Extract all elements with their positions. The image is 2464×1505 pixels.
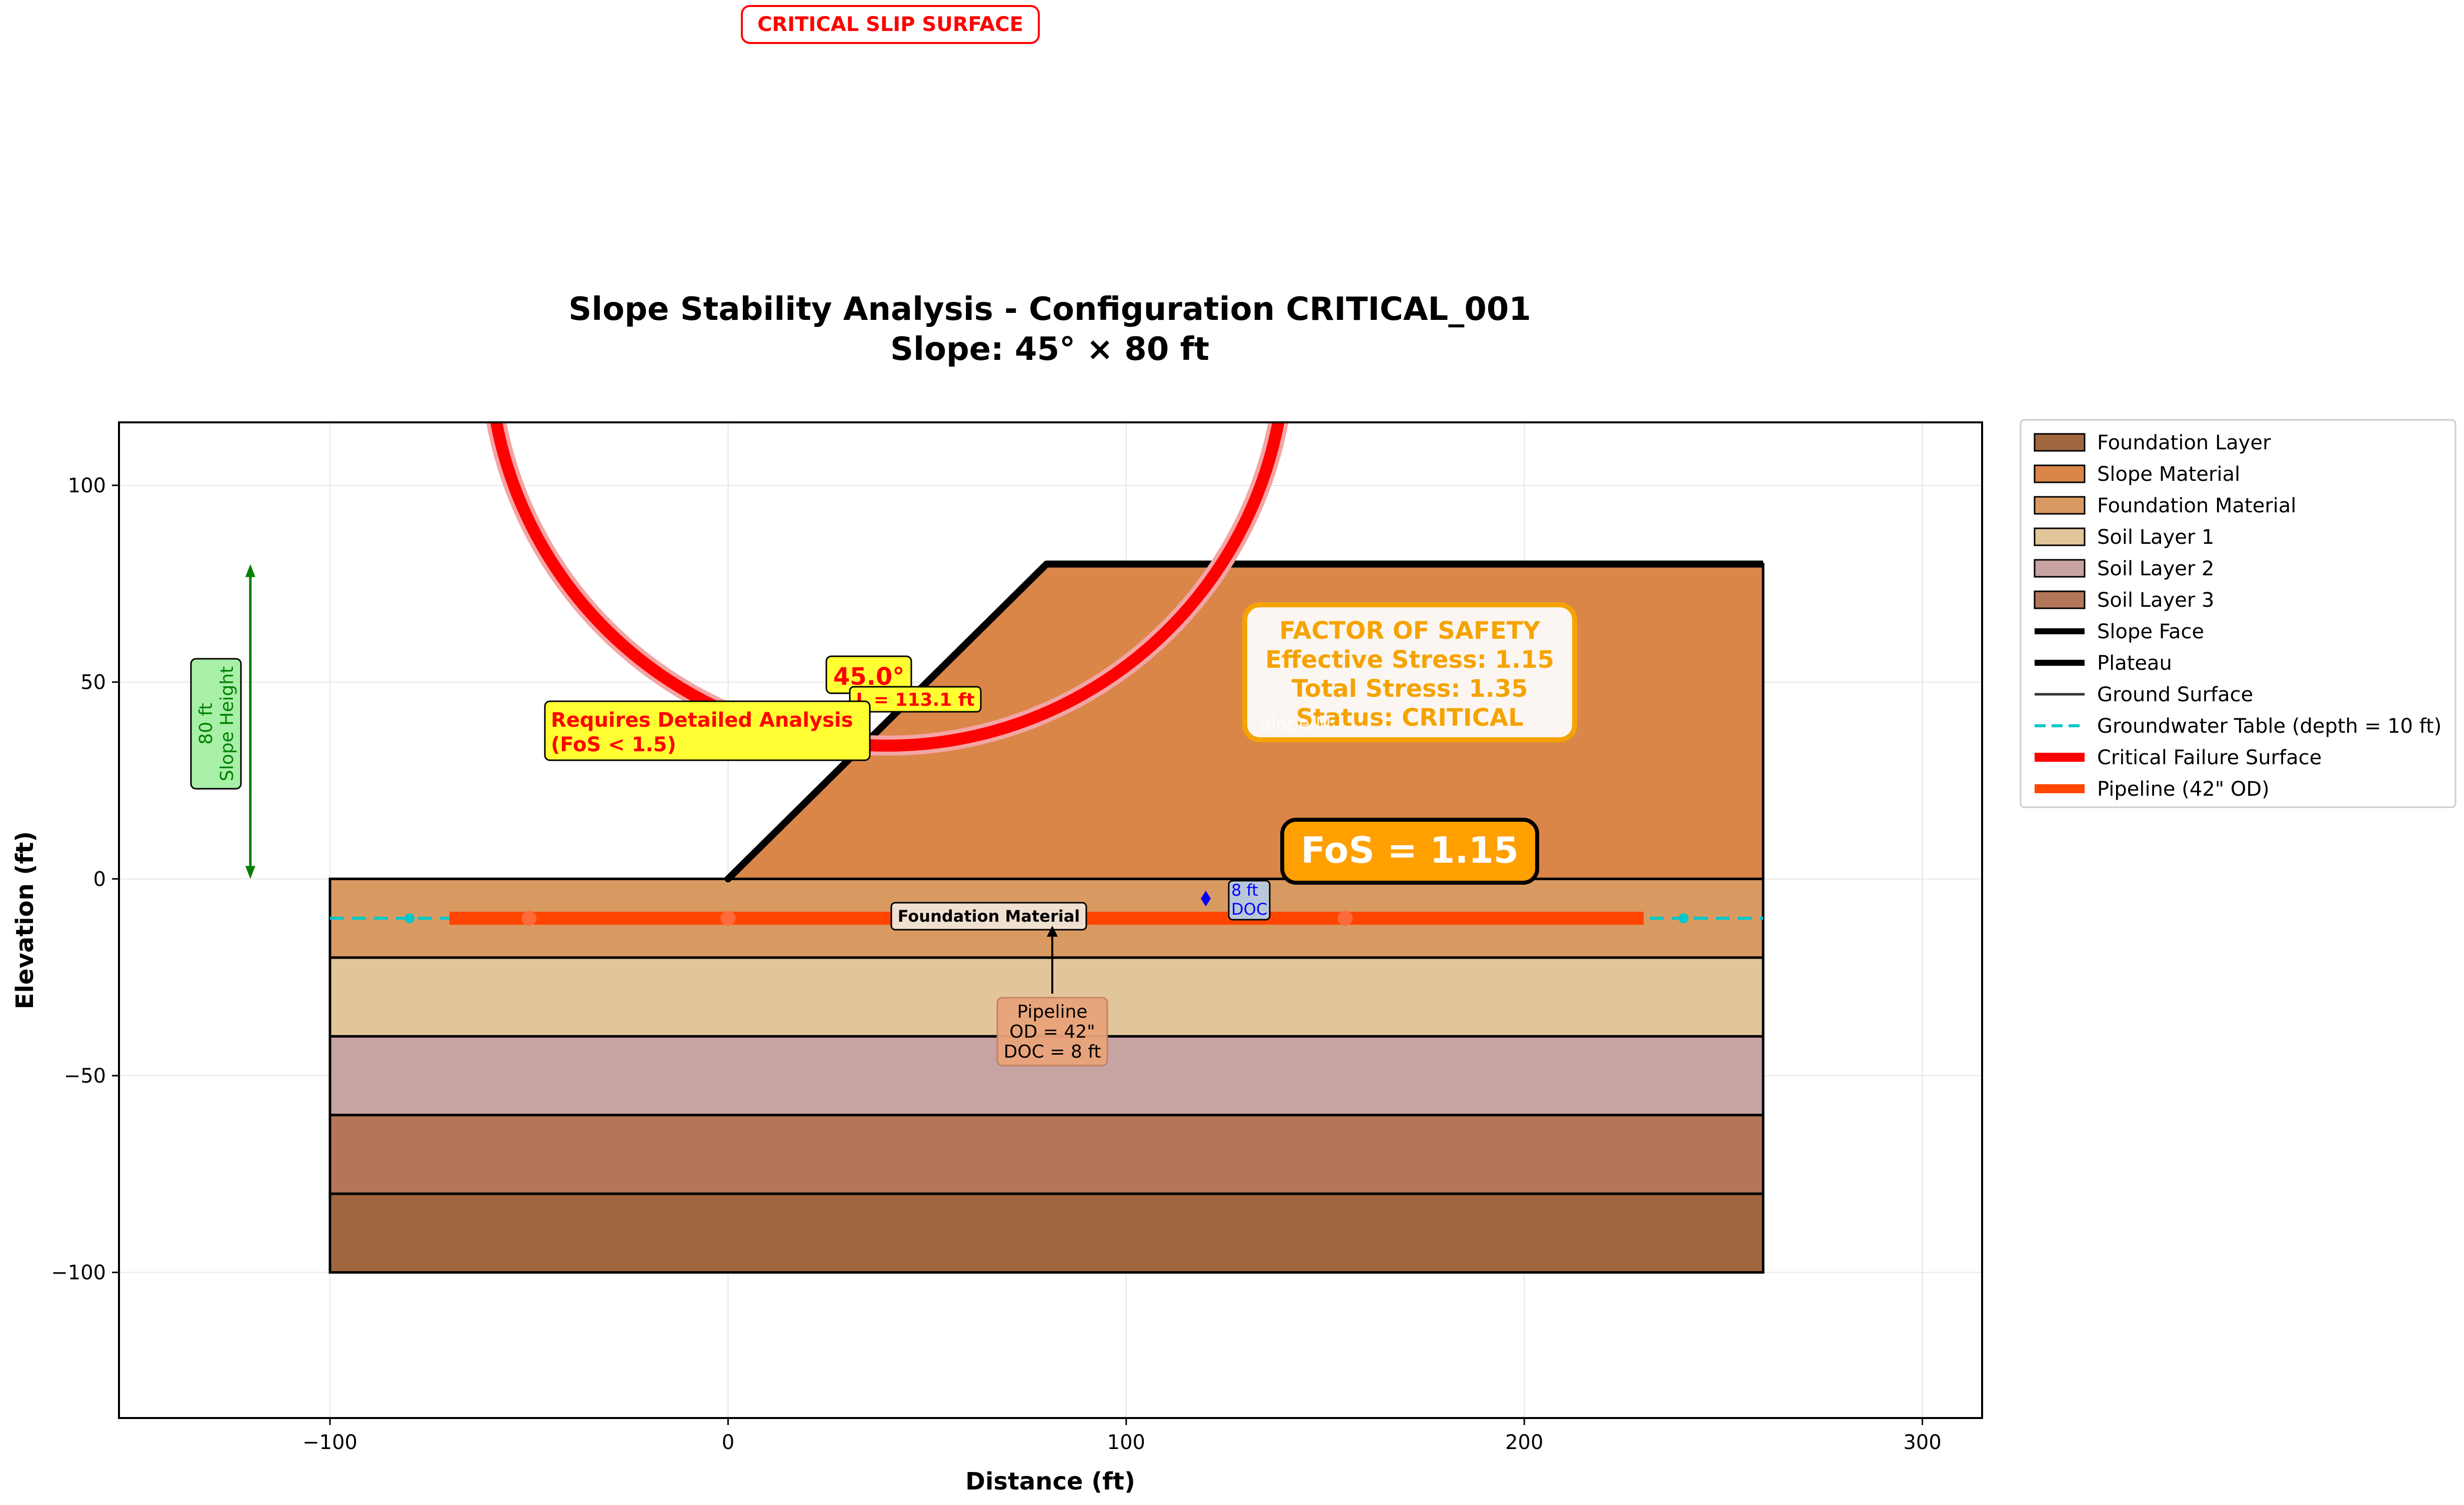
annotations: CRITICAL SLIP SURFACE 80 ft Slope Height…	[190, 5, 1577, 1067]
slope-height-line2: Slope Height	[217, 666, 237, 781]
x-tick-label-4: 300	[1903, 1431, 1941, 1454]
detailed-analysis-line2: (FoS < 1.5)	[551, 733, 676, 756]
foundation-material-box	[890, 902, 1087, 931]
x-tick-label-0: −100	[302, 1431, 357, 1454]
legend: Foundation Layer Slope Material Foundation…	[2020, 419, 2457, 808]
doc-arrow	[1201, 890, 1211, 907]
y-axis-label: Elevation (ft)	[11, 831, 39, 1009]
legend-label-0: Foundation Layer	[2097, 431, 2271, 454]
slope-height-line1: 80 ft	[196, 703, 216, 744]
slope-height-label: 80 ft Slope Height	[190, 658, 242, 790]
doc-box	[1228, 880, 1271, 921]
legend-swatch-4	[2034, 559, 2086, 578]
y-tick-label-1: −50	[64, 1065, 106, 1088]
height-arrow-bottom	[245, 866, 255, 879]
legend-swatch-0	[2034, 433, 2086, 452]
legend-label-6: Slope Face	[2097, 620, 2204, 643]
legend-frame	[2020, 419, 2457, 808]
x-tick-label-1: 0	[722, 1431, 734, 1454]
fos-effective: Effective Stress: 1.15	[1265, 646, 1554, 674]
legend-label-7: Plateau	[2097, 652, 2172, 675]
plot-frame	[118, 421, 1983, 1419]
x-axis-label: Distance (ft)	[965, 1468, 1135, 1496]
legend-swatch-3	[2034, 527, 2086, 546]
slope-height-arrow	[245, 564, 255, 879]
pipeline-marker-0	[521, 911, 537, 926]
soil-layers	[328, 877, 1765, 1274]
pipeline-marker-2	[1337, 911, 1353, 926]
length-label: L = 113.1 ft	[856, 690, 974, 710]
critical-slip-box	[741, 5, 1040, 44]
legend-label-2: Foundation Material	[2097, 494, 2297, 517]
legend-label-10: Critical Failure Surface	[2097, 746, 2322, 769]
groundwater-marker-1	[1678, 913, 1689, 924]
doc-line1: 8 ft	[1231, 881, 1258, 900]
pipeline-callout-line3: DOC = 8 ft	[1004, 1042, 1101, 1062]
legend-swatch-5	[2034, 590, 2086, 609]
legend-label-3: Soil Layer 1	[2097, 526, 2215, 549]
legend-label-1: Slope Material	[2097, 463, 2240, 486]
critical-slip-label: CRITICAL SLIP SURFACE	[757, 13, 1023, 36]
pipeline-callout-line1: Pipeline	[1017, 1002, 1088, 1022]
slope-face	[724, 560, 1050, 883]
legend-swatch-2	[2034, 496, 2086, 515]
fos-total: Total Stress: 1.35	[1291, 675, 1528, 703]
chart-title-line1: Slope Stability Analysis - Configuration…	[568, 291, 1531, 328]
detailed-analysis-box	[544, 700, 871, 761]
fos-big-label: FoS = 1.15	[1301, 829, 1519, 871]
x-tick-label-3: 200	[1505, 1431, 1543, 1454]
fos-status: Status: CRITICAL	[1296, 704, 1523, 732]
foundation-material-label: Foundation Material	[898, 907, 1080, 926]
pipeline-callout-arrowhead	[1047, 926, 1058, 937]
pipeline-callout-line2: OD = 42"	[1009, 1022, 1095, 1042]
x-tick-label-2: 100	[1107, 1431, 1145, 1454]
y-tick-label-3: 50	[80, 671, 106, 694]
axis-ticks: −100 0 100 200 300 −100 −50 0 50 100	[51, 474, 1942, 1454]
pipeline-marker-1	[720, 911, 736, 926]
fos-big-box	[1280, 818, 1539, 885]
layer-1	[328, 1114, 1765, 1195]
legend-label-9: Groundwater Table (depth = 10 ft)	[2097, 715, 2442, 738]
doc-marker	[1201, 890, 1211, 907]
height-arrow-top	[245, 564, 255, 577]
y-tick-label-0: −100	[51, 1262, 106, 1285]
y-tick-label-4: 100	[68, 474, 106, 497]
legend-label-4: Soil Layer 2	[2097, 557, 2215, 580]
fos-title: FACTOR OF SAFETY	[1279, 617, 1541, 645]
layer-2	[328, 1035, 1765, 1117]
y-tick-label-2: 0	[93, 868, 106, 891]
legend-label-5: Soil Layer 3	[2097, 589, 2215, 612]
failure-circle	[490, 422, 1285, 752]
groundwater-marker-0	[404, 913, 415, 924]
legend-label-11: Pipeline (42" OD)	[2097, 778, 2270, 801]
doc-line2: DOC	[1231, 900, 1267, 919]
detailed-analysis-line1: Requires Detailed Analysis	[551, 709, 853, 732]
slope-material-label: Slope M	[1260, 714, 1331, 734]
length-box	[849, 686, 982, 713]
pipeline-callout-box	[996, 997, 1108, 1067]
failure-circle-group	[486, 422, 1289, 756]
chart-title-line2: Slope: 45° × 80 ft	[890, 331, 1209, 368]
layer-0	[328, 1192, 1765, 1274]
legend-swatch-1	[2034, 464, 2086, 483]
fos-box	[1242, 602, 1577, 742]
legend-label-8: Ground Surface	[2097, 683, 2253, 706]
